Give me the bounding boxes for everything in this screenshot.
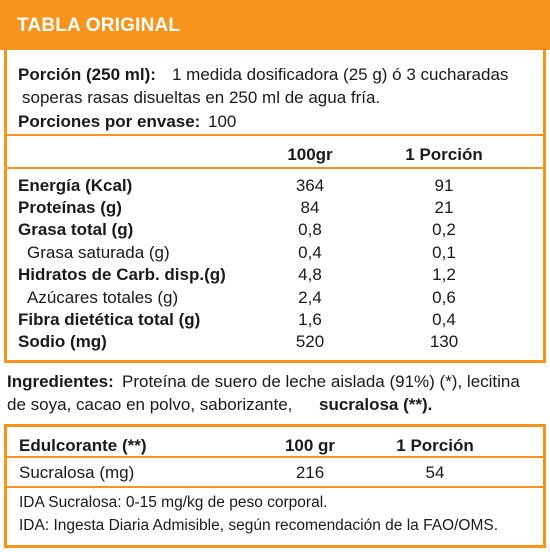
row-label: Hidratos de Carb. disp.(g) xyxy=(18,265,226,284)
ingredients-text-line1: Proteína de suero de leche aislada (91%)… xyxy=(122,372,520,391)
row-value-100g: 2,4 xyxy=(298,288,322,307)
row-label: Energía (Kcal) xyxy=(18,176,133,195)
sweetener-box xyxy=(4,424,546,548)
sweetener-col-100gr: 100 gr xyxy=(284,436,336,455)
row-label: Grasa total (g) xyxy=(18,220,134,239)
row-value-portion: 21 xyxy=(434,198,454,217)
ingredients-highlight: sucralosa (**). xyxy=(319,395,433,414)
row-label: Sodio (mg) xyxy=(18,332,107,351)
row-value-portion: 130 xyxy=(429,332,459,351)
col-portion-header: 1 Porción xyxy=(405,145,483,164)
row-value-100g: 520 xyxy=(295,332,325,351)
divider xyxy=(7,134,543,136)
ingredients-label: Ingredientes: xyxy=(7,372,114,391)
row-label: Proteínas (g) xyxy=(18,198,122,217)
table-header-bar: TABLA ORIGINAL xyxy=(0,0,550,50)
sweetener-item-portion: 54 xyxy=(425,463,445,482)
row-value-100g: 84 xyxy=(300,198,320,217)
divider xyxy=(7,486,543,488)
portion-label: Porción (250 ml): xyxy=(18,65,156,84)
row-value-portion: 0,2 xyxy=(432,220,456,239)
ingredients-text-line2: de soya, cacao en polvo, saborizante, xyxy=(7,395,293,414)
col-100gr-header: 100gr xyxy=(287,145,333,164)
row-value-100g: 1,6 xyxy=(298,310,322,329)
row-value-portion: 0,6 xyxy=(432,288,456,307)
row-label: Grasa saturada (g) xyxy=(27,243,170,262)
portion-line2: soperas rasas disueltas en 250 ml de agu… xyxy=(22,88,381,107)
ida-definition: IDA: Ingesta Diaria Admisible, según rec… xyxy=(19,517,499,534)
row-label: Fibra dietética total (g) xyxy=(18,310,201,329)
row-value-portion: 1,2 xyxy=(432,265,456,284)
divider xyxy=(7,456,543,458)
row-value-100g: 0,4 xyxy=(298,243,322,262)
sweetener-label: Edulcorante (**) xyxy=(19,436,147,455)
divider xyxy=(7,167,543,169)
row-value-100g: 0,8 xyxy=(298,220,322,239)
ida-note: IDA Sucralosa: 0-15 mg/kg de peso corpor… xyxy=(19,494,328,511)
servings-label: Porciones por envase: xyxy=(18,112,201,131)
table-title: TABLA ORIGINAL xyxy=(17,15,181,36)
row-value-portion: 91 xyxy=(434,176,454,195)
nutrition-box xyxy=(4,48,546,363)
sweetener-col-portion: 1 Porción xyxy=(396,436,474,455)
row-value-portion: 0,4 xyxy=(432,310,456,329)
row-label: Azúcares totales (g) xyxy=(27,288,179,307)
row-value-100g: 4,8 xyxy=(298,265,322,284)
portion-line1: 1 medida dosificadora (25 g) ó 3 cuchara… xyxy=(172,65,509,84)
sweetener-item-label: Sucralosa (mg) xyxy=(19,463,135,482)
row-value-100g: 364 xyxy=(295,176,325,195)
servings-value: 100 xyxy=(208,112,237,131)
row-value-portion: 0,1 xyxy=(432,243,456,262)
sweetener-item-100g: 216 xyxy=(295,463,325,482)
